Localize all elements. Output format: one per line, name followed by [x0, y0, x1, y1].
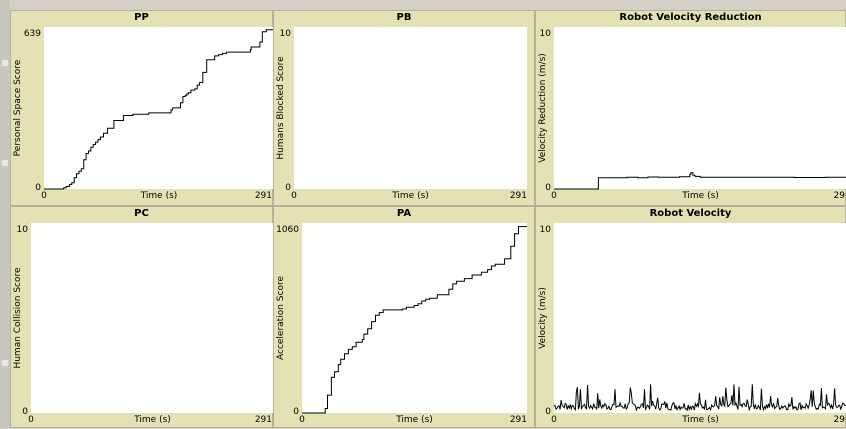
- strip-handle[interactable]: [2, 160, 8, 166]
- chart-title: PC: [134, 208, 149, 219]
- chart-title: PB: [396, 12, 412, 23]
- strip-handle[interactable]: [2, 360, 8, 366]
- plot-area: [302, 223, 527, 413]
- y-tick-label: 10: [540, 29, 552, 39]
- x-tick-label: 0: [551, 191, 557, 201]
- chart-svg-pb: 0 10 0 291 Time (s) Humans Blocked Score: [276, 27, 527, 201]
- x-tick-label: 0: [299, 415, 305, 425]
- x-axis-label: Time (s): [133, 415, 171, 425]
- y-axis-label: Velocity Reduction (m/s): [538, 53, 548, 163]
- y-axis-label: Velocity (m/s): [538, 287, 548, 349]
- y-tick-label: 0: [545, 183, 551, 193]
- chart-title: PP: [134, 12, 149, 23]
- x-tick-label: 0: [551, 415, 557, 425]
- chart-panel-pb: PB 0 10 0 291 Time (s) Humans Blocked Score: [273, 10, 535, 206]
- chart-title: Robot Velocity: [649, 208, 732, 219]
- x-tick-label: 0: [28, 415, 34, 425]
- y-tick-label: 10: [280, 29, 292, 39]
- x-axis-label: Time (s): [395, 415, 433, 425]
- y-axis-label: Human Collision Score: [13, 267, 23, 369]
- left-scroll-strip[interactable]: [0, 0, 10, 428]
- chart-title: PA: [396, 208, 412, 219]
- chart-panel-pa: PA 0 1060 0 291 Time (s) Acceleration Score: [273, 206, 535, 428]
- y-axis-label: Humans Blocked Score: [276, 56, 286, 160]
- chart-svg-pp: 0 639 0 291 Time (s) Personal Space Score: [13, 27, 274, 201]
- chart-panel-robot-velocity: Robot Velocity 0 10 0 29 Time (s) Velocity (m…: [535, 206, 846, 428]
- chart-title: Robot Velocity Reduction: [619, 12, 762, 23]
- y-tick-label: 0: [22, 407, 28, 417]
- x-tick-label: 0: [41, 191, 47, 201]
- x-tick-label: 291: [255, 191, 272, 201]
- y-tick-label: 0: [35, 183, 41, 193]
- series-line: [302, 226, 527, 414]
- series-line: [554, 172, 846, 190]
- plot-area: [554, 27, 846, 189]
- plot-area: [554, 223, 846, 413]
- chart-svg-robot-velocity: 0 10 0 29 Time (s) Velocity (m/s): [538, 223, 846, 425]
- x-tick-label: 291: [510, 191, 527, 201]
- y-axis-label: Personal Space Score: [13, 59, 23, 156]
- y-tick-label: 0: [293, 407, 299, 417]
- plot-area: [294, 27, 527, 189]
- strip-handle[interactable]: [2, 60, 8, 66]
- plot-area: [44, 27, 274, 189]
- y-tick-label: 0: [545, 407, 551, 417]
- x-axis-label: Time (s): [681, 191, 719, 201]
- y-tick-label: 10: [17, 225, 29, 235]
- series-line: [553, 384, 846, 412]
- series-line: [44, 29, 274, 190]
- x-tick-label: 291: [255, 415, 272, 425]
- y-tick-label: 10: [540, 225, 552, 235]
- chart-svg-pc: 0 10 0 291 Time (s) Human Collision Score: [13, 223, 274, 425]
- chart-svg-robot-velocity-reduction: 0 10 0 29 Time (s) Velocity Reduction (m/s): [538, 27, 846, 201]
- y-axis-label: Acceleration Score: [276, 276, 286, 360]
- x-tick-label: 291: [510, 415, 527, 425]
- x-axis-label: Time (s): [391, 191, 429, 201]
- x-tick-label: 0: [291, 191, 297, 201]
- y-tick-label: 639: [24, 29, 41, 39]
- x-axis-label: Time (s): [140, 191, 178, 201]
- x-tick-label: 29: [834, 191, 846, 201]
- x-tick-label: 29: [834, 415, 846, 425]
- chart-panel-pc: PC 0 10 0 291 Time (s) Human Collision Score: [10, 206, 274, 428]
- chart-panel-pp: PP 0 639 0 291 Time (s) Personal Space Score: [10, 10, 274, 206]
- chart-panel-robot-velocity-reduction: Robot Velocity Reduction 0 10 0 29 Time (s) V…: [535, 10, 846, 206]
- y-tick-label: 1060: [276, 225, 299, 235]
- y-tick-label: 0: [285, 183, 291, 193]
- x-axis-label: Time (s): [681, 415, 719, 425]
- plot-area: [31, 223, 274, 413]
- chart-svg-pa: 0 1060 0 291 Time (s) Acceleration Score: [276, 223, 527, 425]
